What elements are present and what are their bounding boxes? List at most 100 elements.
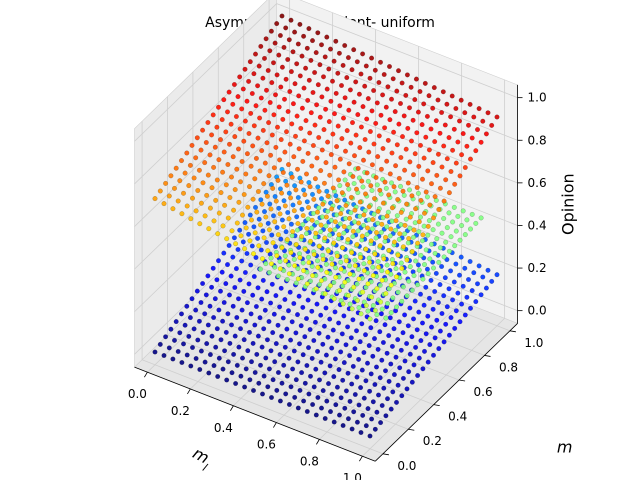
data-point [346, 107, 352, 113]
data-point [409, 334, 415, 340]
data-point [311, 338, 317, 344]
data-point [226, 242, 232, 248]
data-point [226, 141, 232, 147]
data-point [212, 144, 218, 150]
data-point [293, 330, 299, 336]
y-tick [408, 428, 415, 431]
data-point [466, 277, 472, 283]
data-point [260, 391, 266, 397]
data-point [269, 395, 275, 401]
z-tick-label: 0.2 [528, 261, 547, 275]
data-point [351, 180, 357, 186]
data-point [345, 236, 351, 242]
data-point [391, 184, 397, 190]
data-point [411, 362, 417, 368]
data-point [425, 359, 431, 365]
data-point [384, 262, 390, 268]
data-point [168, 326, 174, 332]
data-point [366, 255, 372, 261]
data-point [289, 233, 295, 239]
data-point [246, 329, 252, 335]
data-point [293, 377, 299, 383]
data-point [407, 225, 413, 231]
data-point [308, 278, 314, 284]
data-point [364, 231, 370, 237]
data-point [280, 169, 286, 175]
data-point [271, 165, 277, 171]
data-point [349, 381, 355, 387]
data-point [310, 210, 316, 216]
data-point [225, 359, 231, 365]
data-point [483, 285, 489, 291]
data-point [453, 105, 459, 111]
data-point [431, 215, 437, 221]
data-point [241, 138, 247, 144]
data-point [446, 332, 452, 338]
data-point [462, 312, 468, 318]
data-point [266, 120, 272, 126]
data-point [352, 207, 358, 213]
data-point [348, 335, 354, 341]
data-point [317, 62, 323, 68]
data-point [203, 292, 209, 298]
data-point [388, 361, 394, 367]
data-point [369, 162, 375, 168]
data-point [354, 374, 360, 380]
data-point [187, 315, 193, 321]
data-point [476, 106, 482, 112]
data-point [330, 78, 336, 84]
data-point [189, 345, 195, 351]
data-point [204, 192, 210, 198]
data-point [435, 300, 441, 306]
data-point [198, 200, 204, 206]
data-point [237, 179, 243, 185]
data-point [423, 247, 429, 253]
grid-line-y [141, 359, 384, 455]
data-point [375, 208, 381, 214]
data-point [241, 337, 247, 343]
data-point [408, 84, 414, 90]
data-point [256, 63, 262, 69]
data-point [314, 102, 320, 108]
data-point [175, 198, 181, 204]
data-point [206, 226, 212, 232]
data-point [458, 254, 464, 260]
data-point [361, 212, 367, 218]
data-point [359, 321, 365, 327]
data-point [250, 388, 256, 394]
data-point [421, 155, 427, 161]
data-point [385, 137, 391, 143]
data-point [245, 348, 251, 354]
data-point [342, 279, 348, 285]
data-point [345, 293, 351, 299]
data-point [407, 305, 413, 311]
data-point [209, 284, 215, 290]
data-point [267, 48, 273, 54]
data-point [248, 359, 254, 365]
data-point [376, 264, 382, 270]
data-point [333, 38, 339, 44]
data-point [382, 125, 388, 131]
data-point [369, 108, 375, 114]
data-point [264, 193, 270, 199]
data-point [254, 351, 260, 357]
data-point [401, 192, 407, 198]
data-point [315, 258, 321, 264]
data-point [286, 37, 292, 43]
data-point [246, 281, 252, 287]
data-point [327, 363, 333, 369]
data-point [286, 262, 292, 268]
data-point [416, 229, 422, 235]
data-point [253, 155, 259, 161]
data-point [354, 298, 360, 304]
data-point [377, 329, 383, 335]
data-point [415, 282, 421, 288]
data-point [443, 239, 449, 245]
data-point [177, 330, 183, 336]
data-point [275, 370, 281, 376]
data-point [273, 92, 279, 98]
data-point [378, 299, 384, 305]
data-point [459, 152, 465, 158]
data-point [399, 393, 405, 399]
data-point [387, 315, 393, 321]
